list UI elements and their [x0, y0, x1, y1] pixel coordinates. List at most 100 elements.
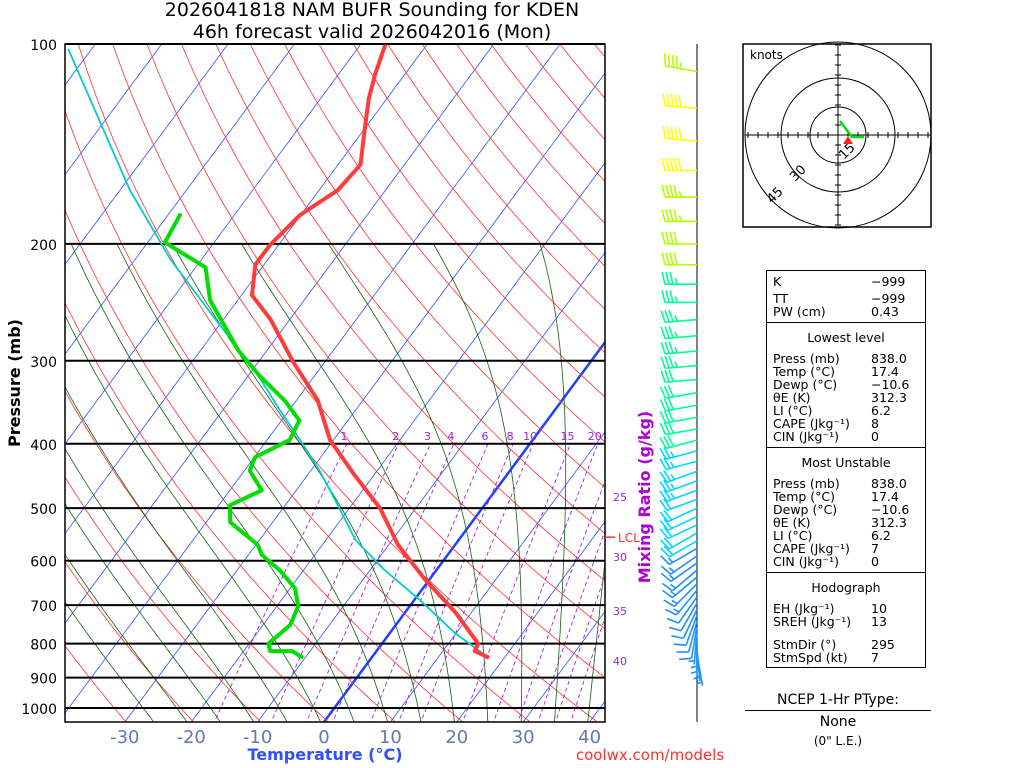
ptype-value: None: [819, 714, 857, 730]
isotherm: [65, 44, 362, 445]
wind-barb: [659, 507, 698, 523]
stat-value: 6.2: [871, 528, 891, 543]
storm-motion-marker: [843, 136, 853, 144]
mixing-ratio-label: 6: [482, 430, 489, 443]
isotherm: [65, 44, 561, 714]
temperature-tick-label: 0: [318, 727, 329, 748]
wind-barb: [661, 252, 697, 266]
dry-adiabat: [456, 44, 605, 225]
section-header: Lowest level: [807, 330, 885, 345]
mixing-ratio-label: 25: [613, 491, 627, 504]
mixing-ratio-label: 10: [523, 430, 537, 443]
stat-row: PW (cm) 0.43: [773, 305, 925, 318]
stat-value: 10: [871, 601, 887, 616]
mixing-ratio-label: 4: [447, 430, 454, 443]
wind-barb: [661, 158, 697, 172]
wind-barb: [673, 614, 698, 647]
hodograph-trace: [839, 120, 864, 139]
stat-label: K: [773, 274, 782, 289]
stat-label: TT: [773, 291, 789, 306]
wind-barb: [660, 547, 698, 566]
wind-barb: [671, 608, 698, 640]
hodograph-section: Hodograph EH (Jkg⁻¹) 10 SREH (Jkg⁻¹) 13 StmDi…: [767, 573, 925, 668]
pressure-tick-label: 900: [30, 672, 57, 688]
stat-value: 838.0: [871, 476, 907, 491]
wind-barb: [662, 93, 698, 110]
isotherm: [65, 44, 428, 535]
stat-label: SREH (Jkg⁻¹): [773, 614, 852, 629]
mixing-ratio-line: [332, 443, 455, 722]
mixing-ratio-label: 1: [341, 430, 348, 443]
temperature-tick-label: 20: [445, 727, 468, 748]
moist-adiabat: [65, 553, 188, 722]
wind-barb: [660, 555, 698, 575]
wind-barb: [668, 602, 698, 632]
mixing-ratio-label: 20: [588, 430, 602, 443]
plot-frame: [64, 43, 606, 723]
wind-barb: [659, 397, 698, 412]
temperature-tick-label: -20: [176, 727, 205, 748]
dry-adiabat: [77, 44, 599, 722]
stat-label: θE (K): [773, 515, 811, 530]
wind-barb: [690, 643, 698, 676]
ptype-liquid-equivalent: (0" L.E.): [813, 734, 863, 748]
moist-adiabat: [539, 243, 567, 722]
wind-barb: [659, 385, 698, 399]
wind-barb: [659, 421, 698, 436]
dry-adiabat: [65, 109, 531, 722]
stat-label: CAPE (Jkg⁻¹): [773, 416, 850, 431]
title-line-1: 2026041818 NAM BUFR Sounding for KDEN: [165, 0, 579, 21]
wind-barb: [660, 341, 698, 355]
isotherm: [322, 340, 605, 722]
wind-barb: [664, 589, 698, 616]
credit-link[interactable]: coolwx.com/models: [576, 746, 724, 764]
ptype-box: NCEP 1-Hr PType: None (0" L.E.): [745, 692, 931, 748]
stat-value: −999: [871, 291, 906, 306]
stat-value: 13: [871, 614, 887, 629]
stat-label: Temp (°C): [773, 364, 836, 379]
isotherm: [65, 44, 295, 355]
stat-label: PW (cm): [773, 304, 826, 319]
temperature-tick-label: 30: [512, 727, 535, 748]
y2-axis-title: Mixing Ratio (g/kg): [635, 411, 654, 583]
stat-label: Press (mb): [773, 476, 840, 491]
wind-barb: [676, 620, 698, 653]
moist-adiabat: [65, 502, 221, 722]
mixing-ratio-label: 2: [392, 430, 399, 443]
stat-value: 17.4: [871, 364, 899, 379]
wind-barbs: [659, 53, 704, 686]
wind-barb: [663, 583, 698, 608]
parcel-profile: [67, 48, 489, 658]
dry-adiabat: [65, 302, 396, 722]
stat-value: 0.43: [871, 304, 899, 319]
wind-barb: [660, 355, 698, 370]
dry-adiabat: [65, 390, 329, 722]
stat-row: EH (Jkg⁻¹) 10: [773, 602, 925, 615]
wind-barb: [659, 409, 698, 424]
stat-row: CAPE (Jkg⁻¹) 7: [773, 542, 925, 555]
mixing-ratio-line: [493, 443, 599, 722]
stat-label: StmDir (°): [773, 637, 837, 652]
moist-adiabat: [241, 243, 455, 722]
moist-adiabat: [65, 386, 288, 722]
dry-adiabat: [318, 44, 605, 398]
stat-label: StmSpd (kt): [773, 650, 848, 665]
dry-adiabat: [215, 44, 605, 535]
stat-row: Temp (°C) 17.4: [773, 365, 925, 378]
isotherm: [65, 44, 229, 266]
pressure-tick-label: 200: [30, 238, 57, 254]
moist-adiabat: [65, 314, 322, 722]
mixing-ratio-line: [213, 443, 348, 722]
wind-barb: [662, 125, 698, 142]
wind-barb: [662, 576, 698, 599]
wind-barb: [660, 532, 698, 550]
stat-row: SREH (Jkg⁻¹) 13: [773, 615, 925, 628]
stat-row: θE (K) 312.3: [773, 391, 925, 404]
stat-row: TT −999: [773, 292, 925, 305]
pressure-tick-label: 500: [30, 502, 57, 518]
wind-barb: [661, 271, 697, 285]
isotherm: [456, 521, 605, 722]
section-header: Most Unstable: [801, 455, 891, 470]
